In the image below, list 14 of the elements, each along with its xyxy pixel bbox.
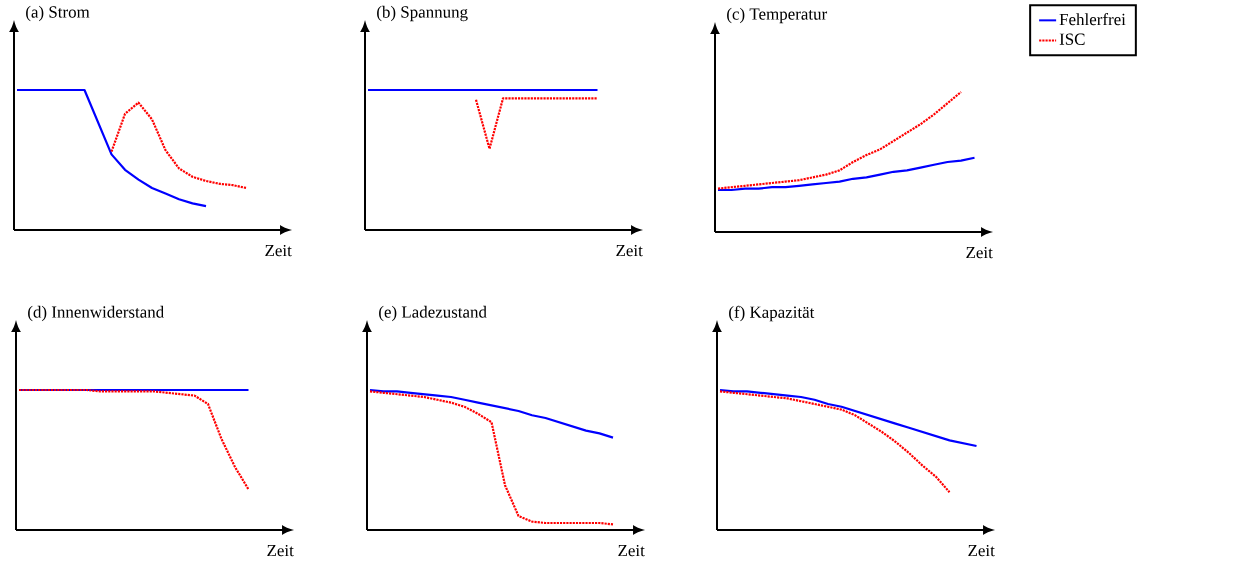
x-axis-title: Zeit (616, 244, 643, 257)
chart-title: (c) Temperatur (727, 7, 828, 24)
x-axis-title: Zeit (966, 246, 993, 259)
chart-title: (f) Kapazität (729, 305, 815, 322)
legend-label: ISC (1059, 33, 1085, 45)
chart-title: (e) Ladezustand (379, 305, 487, 322)
legend-label: Fehlerfrei (1059, 13, 1126, 26)
x-axis-title: Zeit (968, 544, 995, 557)
chart-title: (d) Innenwiderstand (28, 305, 164, 322)
chart-title: (a) Strom (26, 5, 90, 22)
x-axis-title: Zeit (618, 544, 645, 557)
chart-title: (b) Spannung (377, 5, 468, 22)
x-axis-title: Zeit (267, 544, 294, 557)
x-axis-title: Zeit (265, 244, 292, 257)
